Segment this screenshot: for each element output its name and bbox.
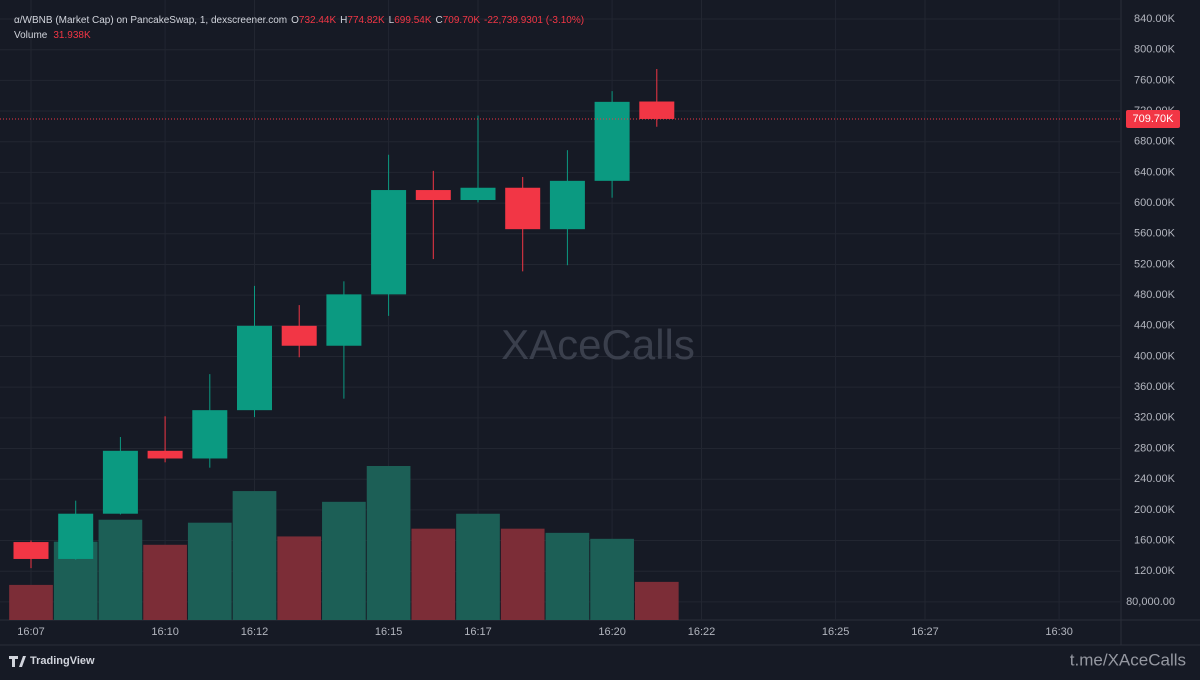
volume-bar — [545, 532, 590, 620]
y-tick-label: 360.00K — [1134, 381, 1176, 393]
candle-body — [192, 410, 228, 459]
volume-bar — [411, 528, 456, 620]
y-tick-label: 680.00K — [1134, 136, 1176, 148]
x-tick-label: 16:10 — [151, 626, 179, 638]
value: 709.70K — [443, 15, 481, 26]
last-price-tag — [1126, 109, 1180, 128]
y-tick-label: 840.00K — [1134, 13, 1176, 25]
footer-link: t.me/XAceCalls — [1070, 650, 1186, 669]
y-tick-label: 760.00K — [1134, 74, 1176, 86]
candle-body — [58, 513, 94, 559]
y-tick-label: 600.00K — [1134, 197, 1176, 209]
x-tick-label: 16:12 — [241, 626, 269, 638]
y-tick-label: 240.00K — [1134, 473, 1176, 485]
volume-bar — [9, 584, 53, 620]
y-tick-label: 160.00K — [1134, 534, 1176, 546]
x-tick-label: 16:20 — [598, 626, 626, 638]
candle-body — [639, 101, 675, 119]
volume-bar — [456, 513, 500, 620]
y-tick-label: 640.00K — [1134, 166, 1176, 178]
volume-bar — [500, 528, 545, 620]
header: α/WBNB (Market Cap) on PancakeSwap, 1, d… — [14, 15, 584, 41]
candle-body — [415, 190, 451, 201]
candle-body — [281, 325, 317, 346]
x-tick-label: 16:30 — [1045, 626, 1073, 638]
volume-bar — [143, 544, 187, 620]
key: O — [291, 15, 299, 26]
logo — [9, 656, 26, 667]
x-tick-label: 16:27 — [911, 626, 939, 638]
volume-bar — [590, 538, 634, 620]
y-tick-label: 440.00K — [1134, 320, 1176, 332]
value: 699.54K — [394, 15, 432, 26]
candle-body — [13, 542, 49, 559]
y-tick-label: 480.00K — [1134, 289, 1176, 301]
watermark: XAceCalls — [501, 321, 695, 368]
volume-bar — [366, 466, 411, 620]
x-tick-label: 16:25 — [822, 626, 850, 638]
y-tick-label: 80,000.00 — [1126, 596, 1175, 608]
header-line: α/WBNB (Market Cap) on PancakeSwap, 1, d… — [14, 15, 584, 26]
candle-body — [147, 450, 183, 459]
value: 774.82K — [347, 15, 385, 26]
volume-line: Volume 31.938K — [14, 30, 91, 41]
key: H — [340, 15, 347, 26]
volume-bar — [277, 536, 322, 620]
key: L — [389, 15, 395, 26]
candle-body — [460, 187, 496, 201]
x-tick-label: 16:15 — [375, 626, 403, 638]
candle-body — [594, 101, 630, 181]
volume-bar — [322, 501, 366, 620]
x-tick-label: 16:22 — [688, 626, 716, 638]
value: 732.44K — [299, 15, 337, 26]
candle-body — [505, 187, 541, 230]
volume-bar — [634, 581, 679, 620]
footer: TradingView t.me/XAceCalls — [9, 650, 1186, 669]
symbol: α/WBNB (Market Cap) on PancakeSwap, 1, d… — [14, 15, 287, 26]
key: C — [436, 15, 443, 26]
y-tick-label: 120.00K — [1134, 565, 1176, 577]
volume-bar — [187, 522, 232, 620]
candle-body — [102, 450, 138, 514]
value: 31.938K — [53, 30, 91, 41]
last-price-label: 709.70K — [1133, 113, 1175, 125]
x-tick-label: 16:07 — [17, 626, 45, 638]
y-tick-label: 400.00K — [1134, 350, 1176, 362]
y-tick-label: 520.00K — [1134, 258, 1176, 270]
y-tick-label: 560.00K — [1134, 228, 1176, 240]
candle-body — [326, 294, 362, 346]
brand: TradingView — [30, 655, 95, 667]
key: Volume — [14, 30, 48, 41]
y-tick-label: 280.00K — [1134, 442, 1176, 454]
y-tick-label: 200.00K — [1134, 504, 1176, 516]
change: -22,739.9301 (-3.10%) — [484, 15, 584, 26]
candle-body — [237, 325, 272, 411]
candle-body — [371, 190, 407, 295]
volume-bar — [232, 491, 277, 620]
y-tick-label: 800.00K — [1134, 44, 1176, 56]
x-tick-label: 16:17 — [464, 626, 492, 638]
y-tick-label: 320.00K — [1134, 412, 1176, 424]
candle-body — [549, 180, 585, 230]
volume-bar — [98, 519, 143, 620]
